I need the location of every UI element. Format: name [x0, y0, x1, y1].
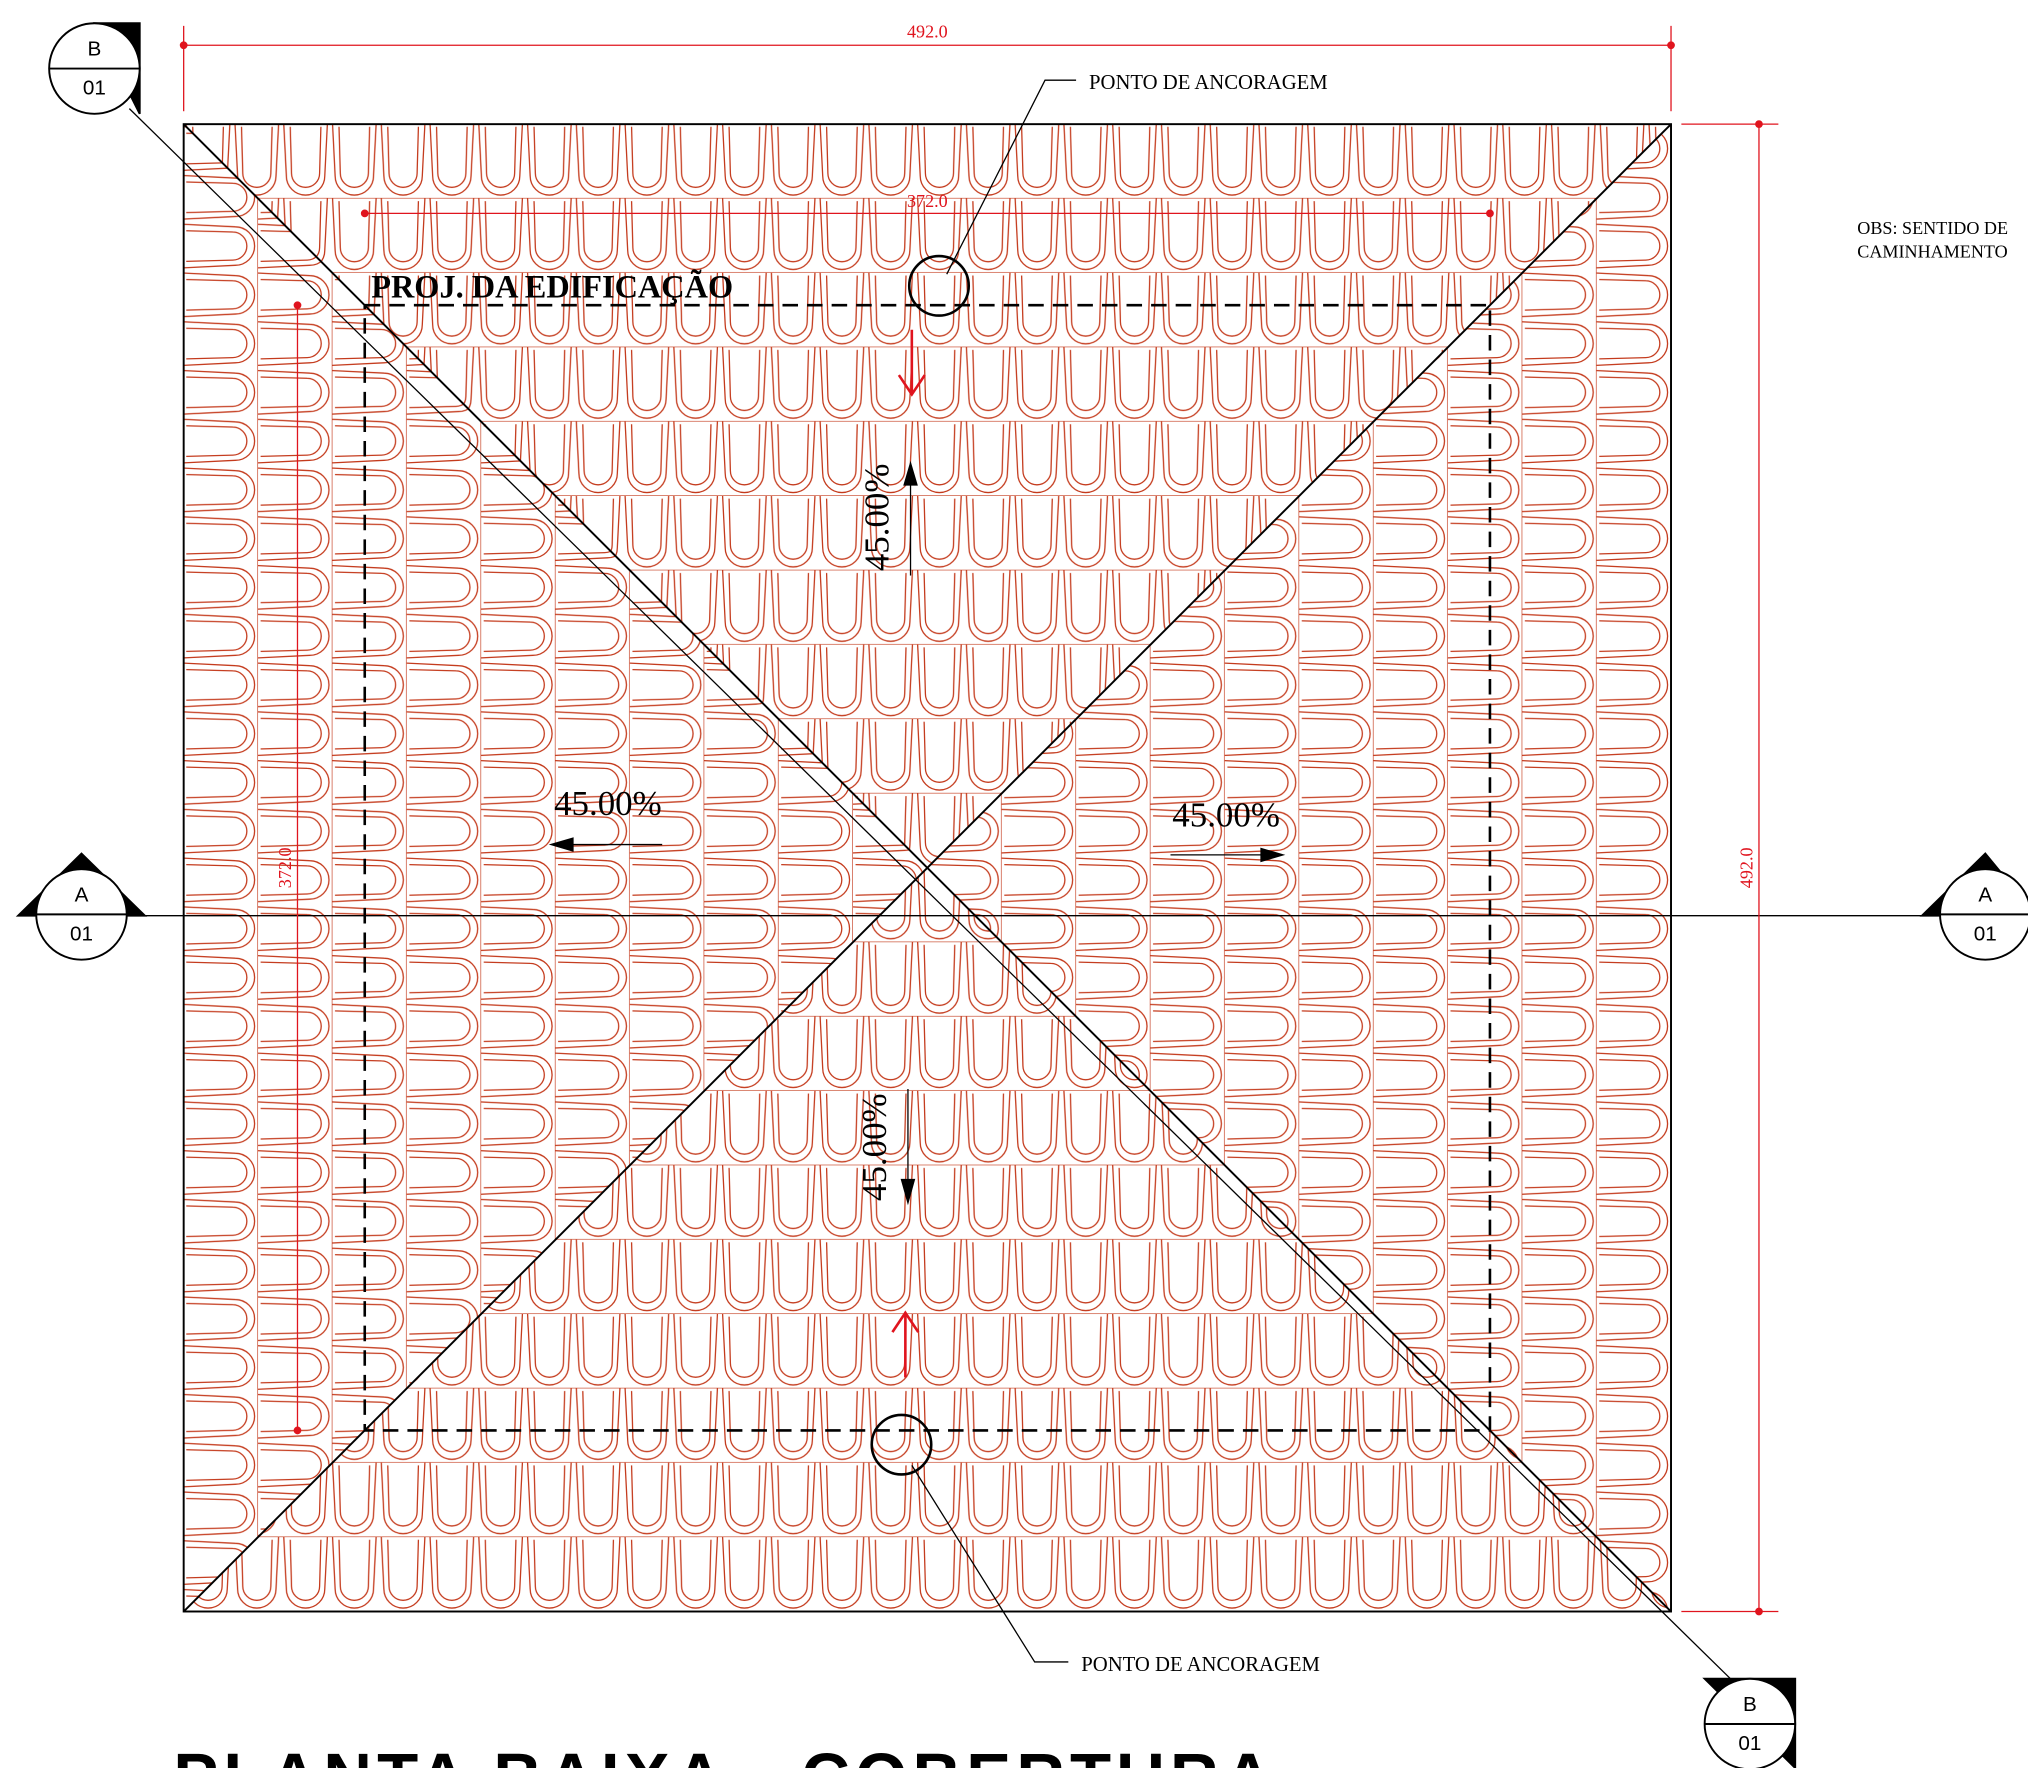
section-letter: A [1978, 883, 1992, 906]
slope-label: 45.00% [858, 464, 897, 572]
dimension: 372.0 [275, 847, 295, 888]
section-markers [15, 22, 2028, 1768]
drawing-title: PLANTA BAIXA - COBERTURA [173, 1740, 1277, 1768]
dimension: 492.0 [907, 22, 948, 42]
section-sheet: 01 [1738, 1732, 1761, 1755]
anchor-label: PONTO DE ANCORAGEM [1089, 72, 1328, 94]
section-letter: A [75, 883, 89, 906]
slope-arrows [548, 460, 1286, 1206]
slope-label: 45.00% [855, 1093, 894, 1201]
anchor-label: PONTO DE ANCORAGEM [1081, 1654, 1320, 1676]
dimension: 492.0 [1736, 847, 1756, 888]
section-sheet: 01 [83, 76, 106, 99]
section-letter: B [1743, 1693, 1757, 1716]
building-projection-label: PROJ. DA EDIFICAÇÃO [371, 268, 733, 304]
note: CAMINHAMENTO [1857, 241, 2007, 261]
section-marker-text: B 01 A 01 A 01 B 01 [70, 38, 1997, 1755]
note: OBS: SENTIDO DE [1857, 218, 2008, 238]
dimension-lines [179, 25, 1779, 1616]
section-sheet: 01 [1974, 922, 1997, 945]
slope-label: 45.00% [554, 784, 662, 823]
roof-tiles [183, 124, 1672, 1612]
anchor-points [870, 79, 1077, 1663]
slope-label: 45.00% [1172, 795, 1280, 834]
dimension: 372.0 [907, 191, 948, 211]
section-sheet: 01 [70, 922, 93, 945]
section-letter: B [88, 38, 102, 61]
